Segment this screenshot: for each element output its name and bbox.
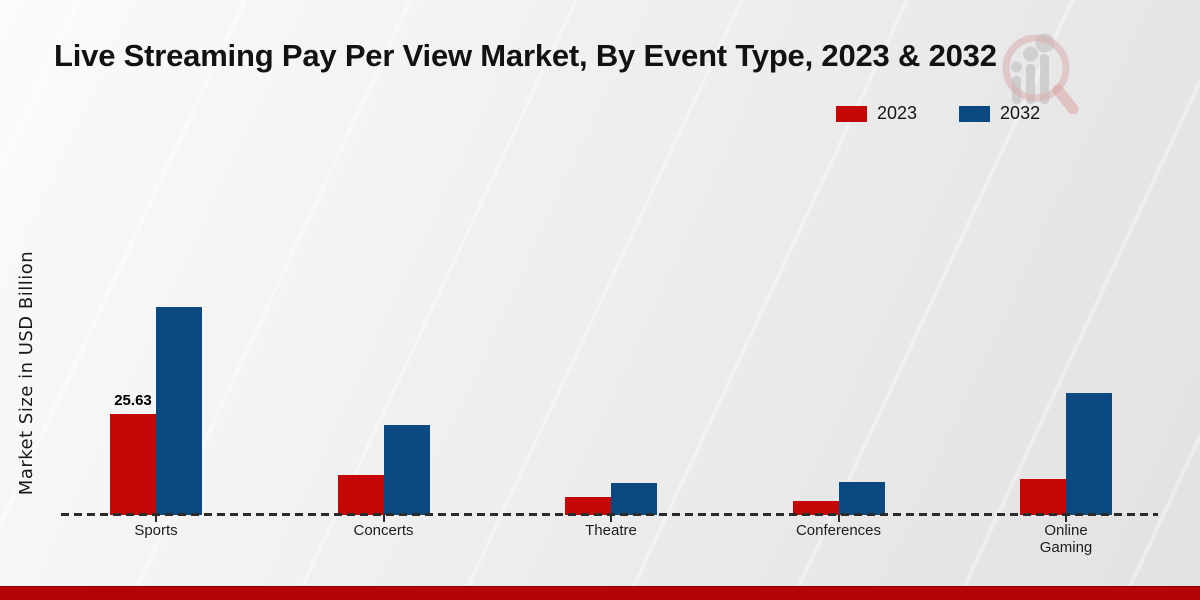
x-axis-dashed-line bbox=[61, 513, 1158, 516]
bar-2032-concerts bbox=[383, 425, 430, 515]
bar-value-label: 25.63 bbox=[114, 392, 152, 410]
legend-swatch-2032-icon bbox=[959, 105, 991, 122]
x-category-label: Online Gaming bbox=[1039, 522, 1093, 556]
x-axis-tick bbox=[610, 515, 612, 522]
legend-label-2032: 2032 bbox=[1000, 103, 1041, 123]
legend: 2023 2032 bbox=[836, 103, 1040, 124]
x-category-label: Sports bbox=[134, 522, 178, 539]
bar-2032-conferences bbox=[838, 481, 885, 515]
x-axis-tick bbox=[1065, 515, 1067, 522]
bar-2023-sports bbox=[110, 414, 156, 515]
magnifier-bar-chart-watermark-icon bbox=[1002, 33, 1079, 114]
bar-2023-concerts bbox=[337, 474, 384, 515]
x-axis-tick bbox=[155, 515, 157, 522]
x-category-label: Conferences bbox=[795, 522, 882, 539]
bar-2023-online-gaming bbox=[1020, 479, 1066, 515]
bar-2032-online-gaming bbox=[1066, 392, 1112, 515]
x-category-label: Theatre bbox=[585, 522, 637, 539]
bar-2032-sports bbox=[156, 307, 202, 515]
x-axis-tick bbox=[382, 515, 385, 522]
x-axis-tick bbox=[837, 515, 840, 522]
bar-2032-theatre bbox=[611, 483, 657, 515]
y-axis-label: Market Size in USD Billion bbox=[16, 250, 37, 496]
legend-label-2023: 2023 bbox=[877, 103, 918, 123]
chart-title: Live Streaming Pay Per View Market, By E… bbox=[54, 38, 997, 73]
bar-2023-theatre bbox=[565, 496, 611, 515]
footer-accent-band bbox=[0, 586, 1200, 600]
legend-item-2032: 2032 bbox=[959, 103, 1040, 124]
legend-item-2023: 2023 bbox=[836, 103, 917, 124]
x-category-label: Concerts bbox=[353, 522, 414, 539]
legend-swatch-2023-icon bbox=[836, 105, 867, 122]
bar-2023-conferences bbox=[792, 500, 839, 515]
